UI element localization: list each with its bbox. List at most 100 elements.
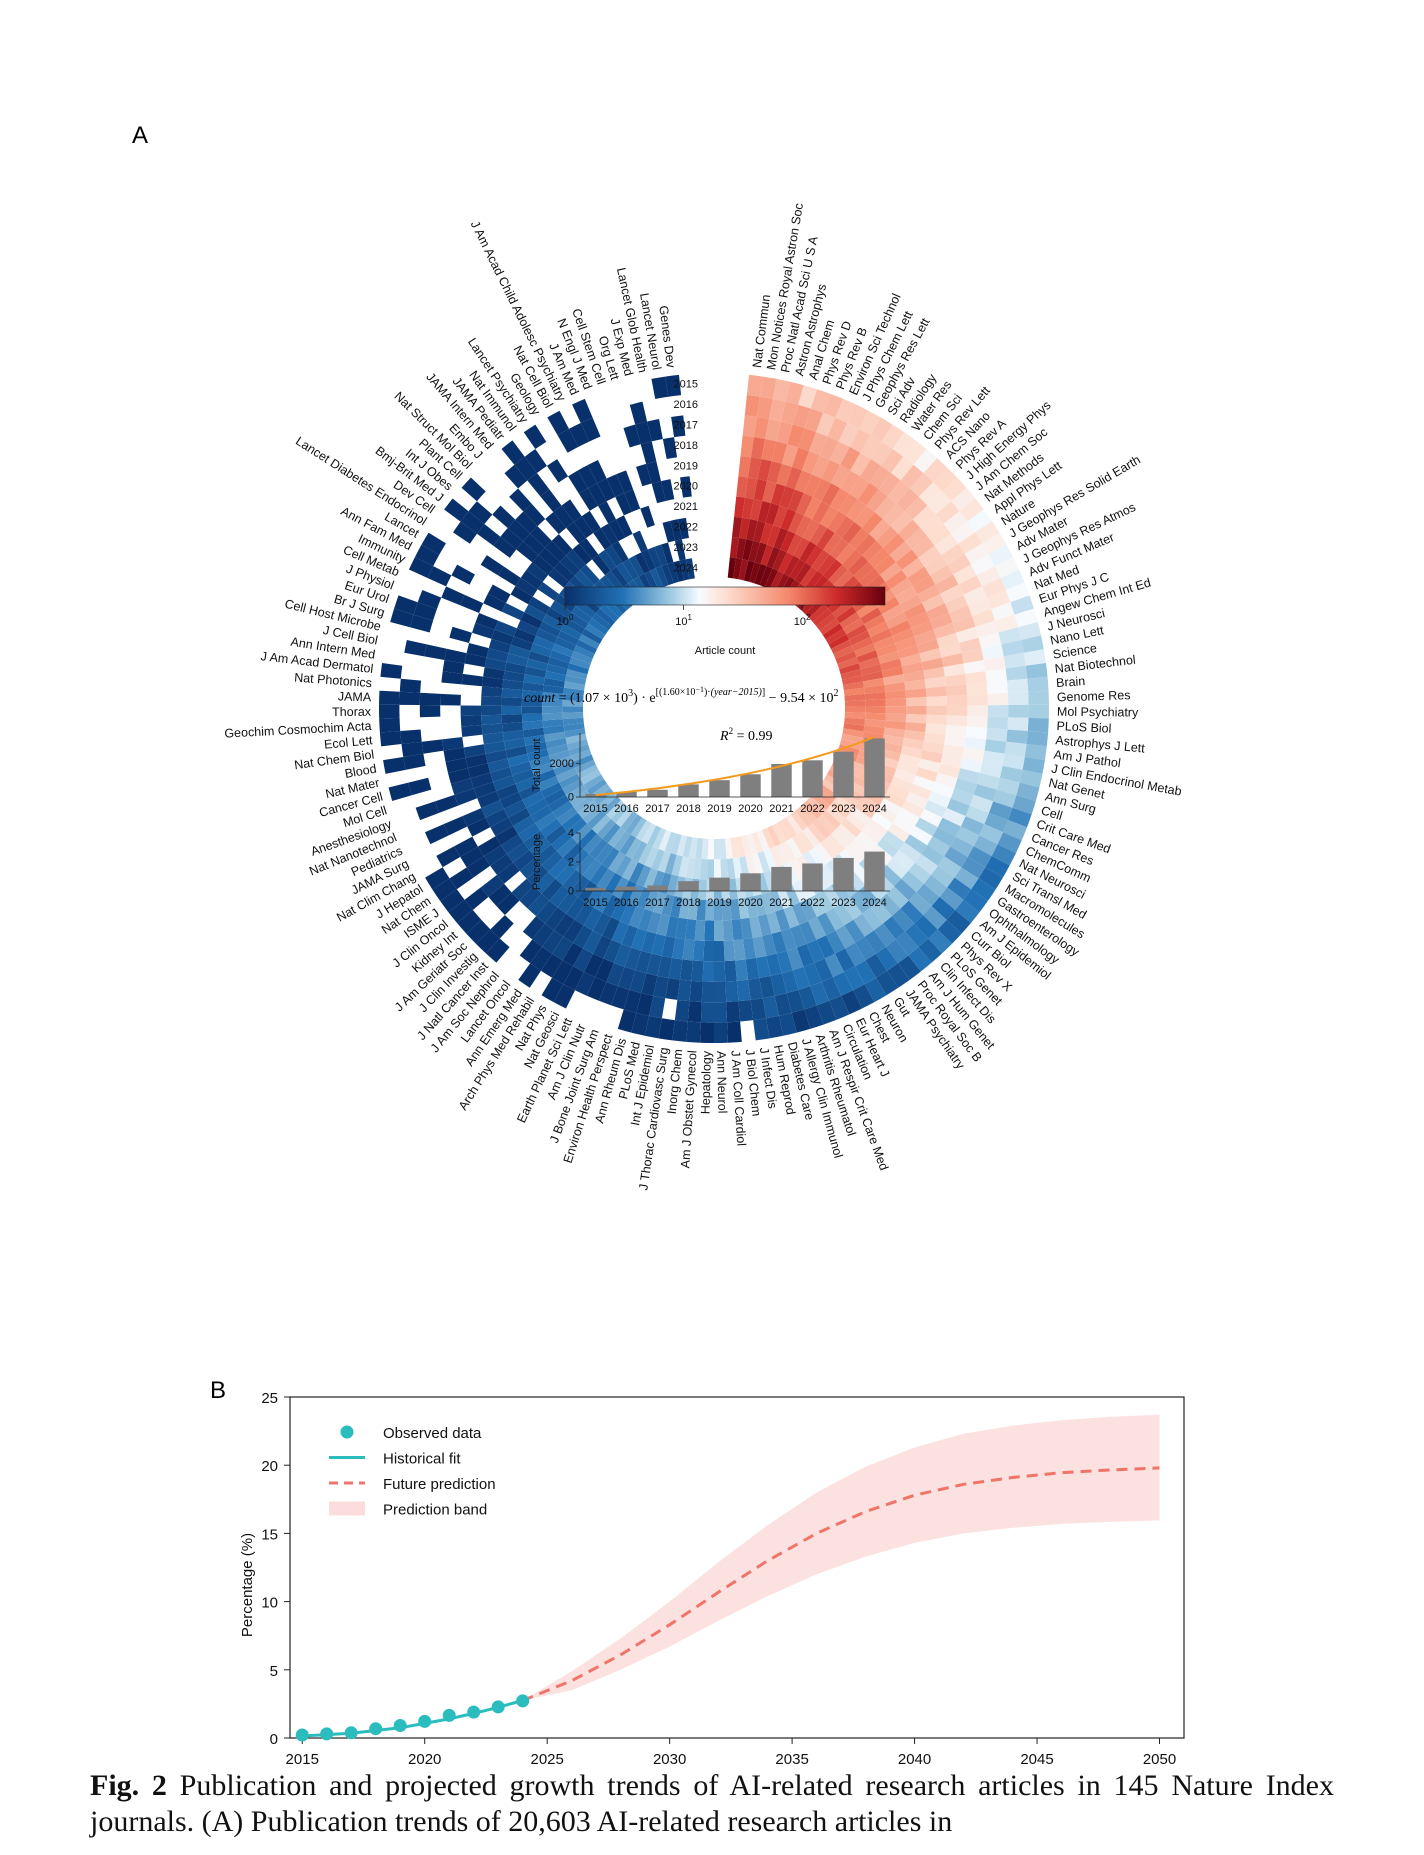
heatmap-cell <box>876 526 898 548</box>
heatmap-cell <box>580 417 601 442</box>
heatmap-cell <box>807 894 826 918</box>
heatmap-cell <box>896 488 919 512</box>
heatmap-cell <box>952 615 976 633</box>
heatmap-cell <box>636 993 654 1016</box>
heatmap-cell <box>606 962 625 987</box>
journal-label: Genome Res <box>1057 688 1131 704</box>
heatmap-cell <box>746 519 758 541</box>
heatmap-cell <box>769 570 784 592</box>
heatmap-cell <box>866 818 888 838</box>
heatmap-cell <box>577 465 598 489</box>
inset-x-tick-label: 2015 <box>583 803 607 815</box>
heatmap-cell <box>518 963 541 988</box>
observed-data-point <box>344 1726 358 1740</box>
heatmap-cell <box>1006 729 1028 745</box>
heatmap-cell <box>954 867 979 890</box>
heatmap-cell <box>548 857 570 879</box>
panel-a-circular-heatmap: A 20152016201720182019202020212022202320… <box>132 122 1183 1191</box>
inset-y-tick-label: 4 <box>568 828 574 840</box>
heatmap-cell <box>449 867 474 890</box>
heatmap-cell <box>390 608 414 628</box>
heatmap-cell <box>556 767 578 783</box>
heatmap-cell <box>885 713 907 723</box>
heatmap-cell <box>624 947 642 971</box>
heatmap-cell <box>859 410 881 436</box>
heatmap-cell <box>895 549 919 570</box>
heatmap-cell <box>527 893 550 917</box>
heatmap-cell <box>887 783 910 801</box>
heatmap-cell <box>923 906 947 930</box>
heatmap-cell <box>442 737 464 751</box>
legend-marker-observed <box>340 1425 354 1439</box>
heatmap-cell <box>988 544 1014 567</box>
heatmap-cell <box>954 778 978 795</box>
inset-x-tick-label: 2015 <box>583 897 607 909</box>
heatmap-cell <box>546 607 568 625</box>
heatmap-cell <box>809 523 828 546</box>
heatmap-cell <box>887 963 910 988</box>
heatmap-cell <box>388 782 412 801</box>
heatmap-cell <box>819 436 839 460</box>
heatmap-cell <box>760 544 774 566</box>
heatmap-cell <box>533 871 556 894</box>
heatmap-cell <box>586 809 607 829</box>
heatmap-cell <box>750 998 767 1021</box>
heatmap-cell <box>434 794 459 813</box>
heatmap-cell <box>944 846 968 868</box>
heatmap-cell <box>440 889 465 913</box>
heatmap-cell <box>905 697 927 707</box>
heatmap-cell <box>763 848 777 871</box>
heatmap-cell <box>858 657 881 670</box>
heatmap-cell <box>791 902 809 925</box>
heatmap-cell <box>948 605 972 623</box>
year-label: 2017 <box>674 420 698 432</box>
heatmap-cell <box>801 451 820 475</box>
heatmap-cell <box>962 747 985 762</box>
heatmap-cell <box>1002 753 1025 770</box>
heatmap-cell <box>424 824 449 845</box>
heatmap-cell <box>964 737 986 751</box>
heatmap-cell <box>975 620 999 638</box>
heatmap-cell <box>597 792 618 810</box>
heatmap-cell <box>415 801 440 821</box>
heatmap-cell <box>487 758 510 773</box>
heatmap-cell <box>653 975 669 999</box>
heatmap-cell <box>776 421 793 445</box>
heatmap-cell <box>534 769 557 784</box>
heatmap-cell <box>776 820 792 841</box>
heatmap-cell <box>664 831 677 854</box>
heatmap-cell <box>615 855 632 877</box>
heatmap-cell <box>836 823 857 844</box>
heatmap-cell <box>841 990 863 1015</box>
heatmap-cell <box>557 630 579 646</box>
heatmap-cell <box>584 953 604 978</box>
heatmap-cell <box>736 476 748 498</box>
heatmap-cell <box>509 761 532 776</box>
heatmap-cell <box>532 554 554 576</box>
inset-x-tick-label: 2018 <box>676 897 700 909</box>
heatmap-cell <box>510 586 533 605</box>
heatmap-cell <box>998 627 1022 645</box>
heatmap-cell <box>822 623 843 640</box>
heatmap-cell <box>735 959 749 981</box>
heatmap-cell <box>971 609 995 627</box>
heatmap-cell <box>636 463 652 487</box>
heatmap-cell <box>933 622 956 639</box>
heatmap-cell <box>551 831 572 852</box>
heatmap-cell <box>1023 649 1046 666</box>
heatmap-cell <box>461 673 484 687</box>
heatmap-cell <box>810 981 830 1006</box>
heatmap-cell <box>816 613 836 631</box>
heatmap-cell <box>519 886 542 909</box>
heatmap-cell <box>480 705 502 716</box>
heatmap-cell <box>795 493 813 516</box>
heatmap-cell <box>839 663 861 675</box>
inset-y-axis-title: Percentage <box>531 834 543 890</box>
heatmap-cell <box>903 602 927 621</box>
heatmap-cell <box>1027 676 1049 692</box>
heatmap-cell <box>766 825 781 847</box>
heatmap-cell <box>1027 717 1049 733</box>
heatmap-cell <box>573 948 594 972</box>
heatmap-cell <box>874 554 896 576</box>
heatmap-cell <box>974 520 1000 544</box>
